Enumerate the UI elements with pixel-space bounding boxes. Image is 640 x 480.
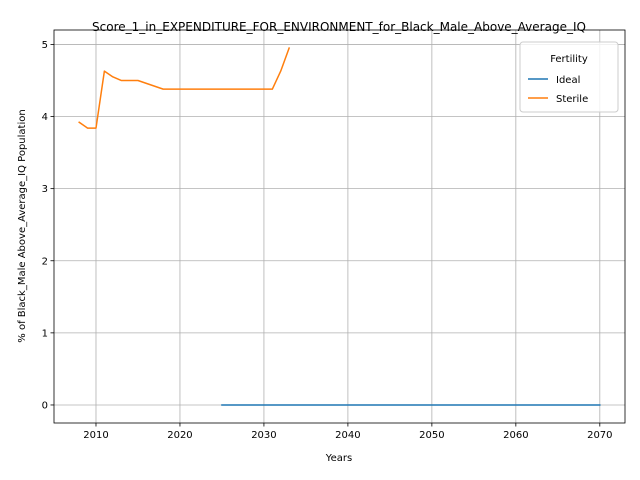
y-tick-label: 2 — [42, 256, 48, 267]
x-axis-label: Years — [325, 453, 352, 464]
plot-area-frame — [53, 29, 626, 424]
axis-ticks: 2010 2020 2030 2040 2050 2060 2070 0 1 2 3 4 5 — [42, 40, 613, 441]
x-tick-label: 2070 — [587, 430, 612, 441]
y-tick-label: 5 — [42, 40, 48, 51]
x-tick-label: 2020 — [167, 430, 192, 441]
legend-label-ideal: Ideal — [556, 75, 580, 86]
x-tick-label: 2040 — [335, 430, 360, 441]
y-tick-label: 0 — [42, 400, 48, 411]
x-tick-label: 2050 — [419, 430, 444, 441]
y-tick-label: 1 — [42, 328, 48, 339]
legend-title: Fertility — [550, 54, 588, 65]
y-axis-label: % of Black_Male Above_Average_IQ Populat… — [17, 109, 28, 342]
legend: Fertility Ideal Sterile — [519, 41, 619, 113]
x-tick-label: 2010 — [83, 430, 108, 441]
y-tick-label: 3 — [42, 184, 48, 195]
legend-box — [519, 41, 619, 113]
series-lines — [78, 47, 601, 406]
x-tick-label: 2030 — [251, 430, 276, 441]
series-line-sterile — [78, 47, 291, 129]
x-tick-label: 2060 — [503, 430, 528, 441]
chart-title: Score_1_in_EXPENDITURE_FOR_ENVIRONMENT_f… — [92, 20, 586, 34]
y-tick-label: 4 — [42, 112, 48, 123]
legend-label-sterile: Sterile — [556, 94, 588, 105]
